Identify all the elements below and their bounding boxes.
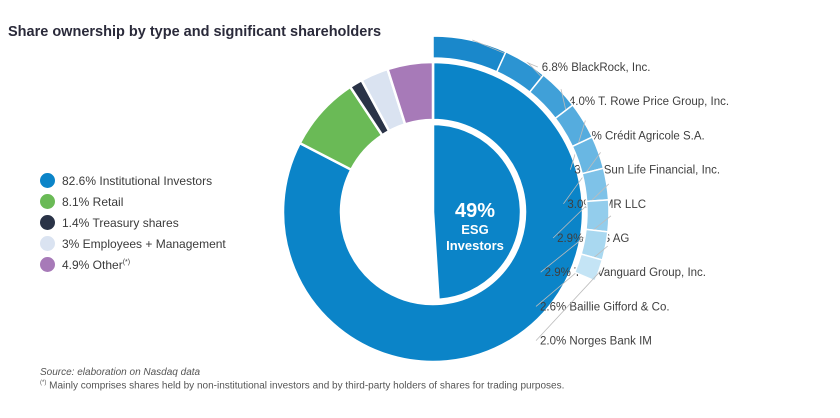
esg-investors-sector	[431, 122, 523, 302]
esg-label-line2: Investors	[446, 238, 504, 253]
legend-item: 8.1% Retail	[40, 191, 226, 212]
ownership-slice	[281, 60, 585, 364]
chart-notes: Source: elaboration on Nasdaq data (*) M…	[40, 367, 564, 391]
legend-item: 82.6% Institutional Investors	[40, 170, 226, 191]
source-note: Source: elaboration on Nasdaq data	[40, 367, 201, 378]
shareholder-label: 2.9% The Vanguard Group, Inc.	[545, 267, 706, 279]
shareholder-leader-line	[535, 245, 608, 307]
legend-label: 1.4% Treasury shares	[62, 215, 179, 230]
footnote-marker: (*)	[40, 380, 47, 386]
legend-label: 8.1% Retail	[62, 194, 124, 209]
legend-item: 1.4% Treasury shares	[40, 212, 226, 233]
legend-footnote-marker: (*)	[122, 258, 131, 266]
shareholder-leader-line	[563, 152, 601, 205]
shareholder-leader-line	[552, 183, 610, 239]
shareholder-leader-line	[540, 215, 612, 273]
legend-swatch	[40, 173, 55, 188]
chart-title: Share ownership by type and significant …	[8, 24, 382, 40]
legend-label: 82.6% Institutional Investors	[62, 173, 213, 188]
footnote: (*) Mainly comprises shares held by non-…	[40, 380, 564, 391]
ownership-slice	[385, 60, 435, 126]
legend-swatch	[40, 194, 55, 209]
shareholder-label: 2.0% Norges Bank IM	[540, 336, 652, 348]
legend-item: 3% Employees + Management	[40, 233, 226, 254]
esg-percent: 49%	[455, 200, 495, 222]
ownership-legend: 82.6% Institutional Investors 8.1% Retail…	[40, 170, 226, 275]
legend-label: 3% Employees + Management	[62, 236, 226, 251]
legend-swatch	[40, 257, 55, 272]
shareholder-slice	[573, 253, 604, 282]
footnote-text: Mainly comprises shares held by non-inst…	[46, 380, 565, 392]
shareholder-label: 2.6% Baillie Gifford & Co.	[540, 301, 670, 313]
legend-swatch	[40, 236, 55, 251]
shareholder-leader-line	[535, 270, 602, 341]
shareholder-label: 3.8% Crédit Agricole S.A.	[576, 130, 705, 142]
legend-item: 4.9% Other(*)	[40, 254, 226, 275]
esg-label-line1: ESG	[461, 222, 488, 237]
legend-swatch	[40, 215, 55, 230]
shareholder-label: 4.0% T. Rowe Price Group, Inc.	[569, 96, 729, 108]
shareholder-label: 3.4% Sun Life Financial, Inc.	[574, 165, 720, 177]
shareholder-label: 6.8% BlackRock, Inc.	[542, 62, 651, 74]
legend-label: 4.9% Other(*)	[62, 257, 131, 272]
